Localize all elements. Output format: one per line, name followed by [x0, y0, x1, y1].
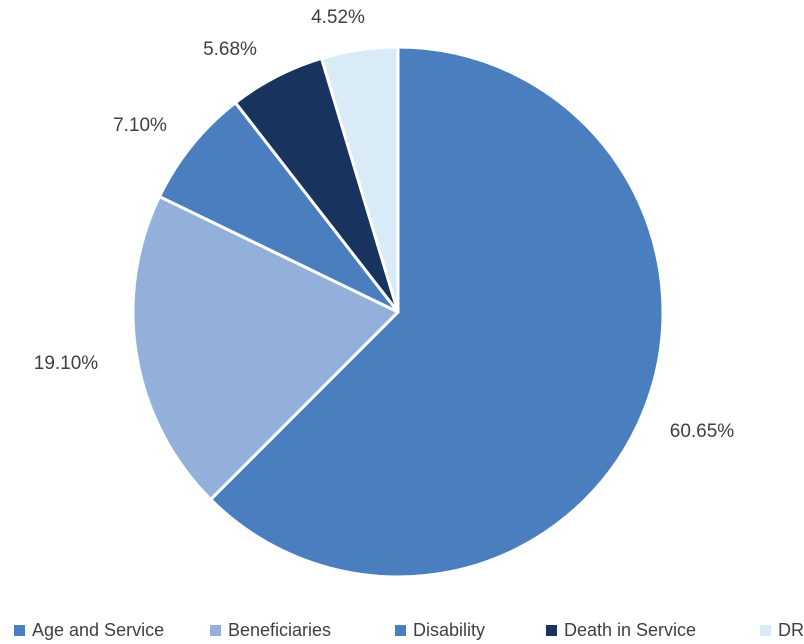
data-label-disability: 7.10% — [113, 115, 167, 136]
data-label-drop: 4.52% — [311, 7, 365, 28]
legend-label-beneficiaries: Beneficiaries — [228, 619, 332, 640]
pie-chart-svg: 60.65% 19.10% 7.10% 5.68% 4.52% — [34, 7, 735, 579]
legend-label-drop: DROP — [778, 619, 804, 640]
pie-slice-disability — [157, 101, 400, 314]
legend-swatch-drop — [760, 624, 771, 636]
data-label-age-and-service: 60.65% — [670, 421, 735, 442]
chart-legend: Age and Service Beneficiaries Disability De… — [0, 618, 804, 642]
legend-swatch-beneficiaries — [210, 624, 221, 636]
data-label-death-in-service: 5.68% — [203, 39, 257, 60]
legend-swatch-death-in-service — [546, 624, 557, 636]
pie-slice-drop — [320, 45, 400, 314]
pie-slices — [131, 45, 665, 579]
legend-item-death-in-service: Death in Service — [546, 618, 696, 642]
legend-swatch-disability — [395, 624, 406, 636]
legend-label-age-and-service: Age and Service — [32, 619, 165, 640]
legend-swatch-age-and-service — [14, 624, 25, 636]
legend-label-disability: Disability — [413, 619, 486, 640]
data-label-beneficiaries: 19.10% — [34, 353, 99, 374]
pie-data-labels: 60.65% 19.10% 7.10% 5.68% 4.52% — [34, 7, 735, 442]
pie-slice-age-and-service — [209, 45, 665, 579]
legend-item-age-and-service: Age and Service — [14, 618, 164, 642]
legend-item-drop: DROP — [760, 618, 804, 642]
legend-label-death-in-service: Death in Service — [564, 619, 697, 640]
legend-item-beneficiaries: Beneficiaries — [210, 618, 331, 642]
legend-item-disability: Disability — [395, 618, 485, 642]
pie-slice-beneficiaries — [131, 195, 400, 501]
